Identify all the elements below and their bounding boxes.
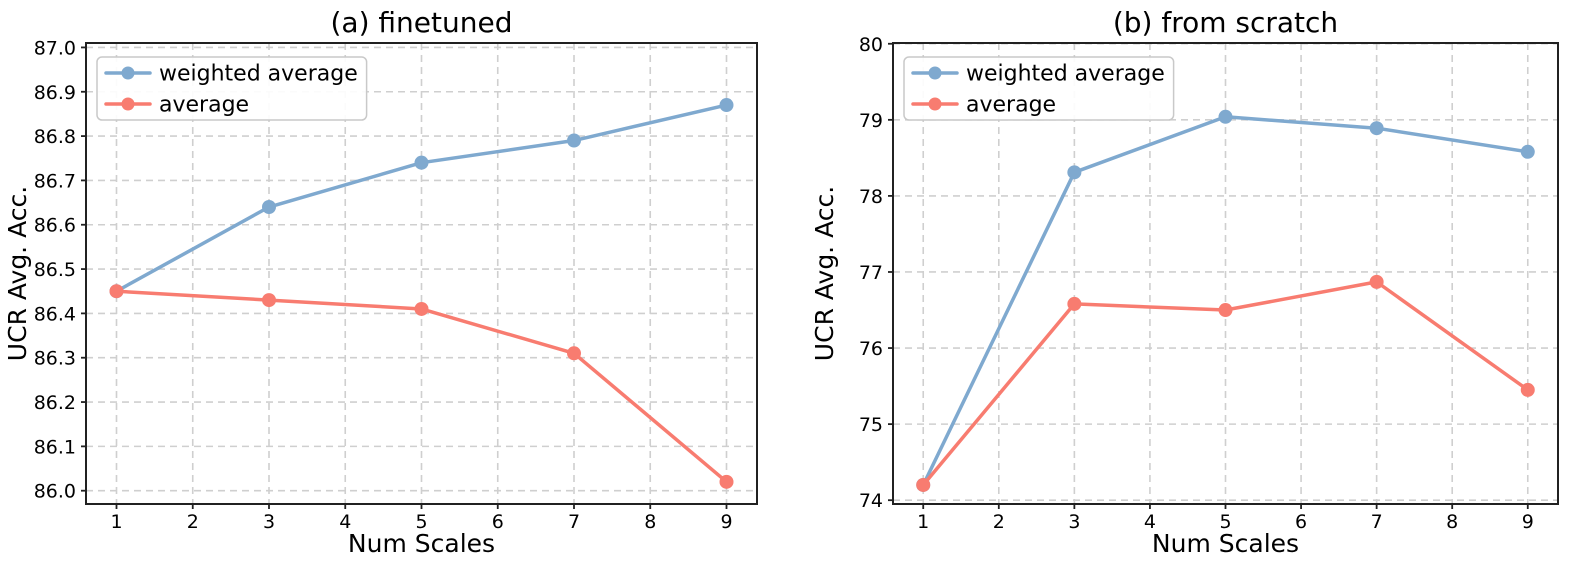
x-tick-label: 3 <box>1068 511 1080 533</box>
y-tick-label: 78 <box>859 186 883 208</box>
y-tick-label: 80 <box>859 34 883 56</box>
legend-sample-marker <box>928 97 942 111</box>
chart-a-canvas: 1 2 3 4 5 6 7 8 9 86.0 86.1 86.2 86.3 86.4 86.5 86.6 86.… <box>3 6 758 558</box>
data-point-weighted-average-a-x3 <box>262 200 276 215</box>
chart-panel-from-scratch: 1 2 3 4 5 6 7 8 9 74 75 76 77 78 79 80 (b) from scratch N… <box>789 0 1578 570</box>
legend-box <box>96 56 368 121</box>
data-point-average-b-x9 <box>1520 382 1535 397</box>
chart-panel-finetuned: 1 2 3 4 5 6 7 8 9 86.0 86.1 86.2 86.3 86.4 86.5 86.6 86.… <box>3 6 758 558</box>
x-tick-label: 5 <box>1219 511 1231 533</box>
x-tick-label: 2 <box>993 511 1005 533</box>
legend-b: weighted average average <box>903 56 1175 121</box>
y-tick-label: 87.0 <box>34 37 76 59</box>
chart-title-a: (a) finetuned <box>331 6 513 39</box>
y-tick-label: 86.1 <box>34 436 76 458</box>
data-point-weighted-average-b-x7 <box>1369 121 1384 136</box>
y-tick-label: 86.4 <box>34 303 76 325</box>
x-tick-label: 4 <box>339 511 351 533</box>
legend-label-weighted-average: weighted average <box>159 62 358 87</box>
data-point-average-b-x3 <box>1067 296 1082 311</box>
data-point-average-b-x7 <box>1369 274 1384 289</box>
ticks-a: 1 2 3 4 5 6 7 8 9 86.0 86.1 86.2 86.3 86.4 86.5 86.6 86.… <box>34 37 733 533</box>
x-tick-label: 7 <box>1371 511 1383 533</box>
y-axis-label-a: UCR Avg. Acc. <box>3 186 32 361</box>
x-axis-label-b: Num Scales <box>1152 529 1299 558</box>
legend-label-average: average <box>159 93 249 118</box>
y-tick-label: 86.3 <box>34 348 76 370</box>
legend-box <box>903 56 1175 121</box>
legend-sample-marker <box>121 97 135 111</box>
x-tick-label: 7 <box>568 511 580 533</box>
legend-a: weighted average average <box>96 56 368 121</box>
y-tick-label: 86.8 <box>34 126 76 148</box>
x-tick-label: 8 <box>644 511 656 533</box>
data-point-average-a-x3 <box>262 293 276 308</box>
data-point-weighted-average-a-x5 <box>414 155 429 170</box>
data-point-weighted-average-b-x5 <box>1218 109 1233 124</box>
data-point-weighted-average-a-x7 <box>567 133 581 148</box>
data-point-average-a-x5 <box>414 301 429 316</box>
x-tick-label: 9 <box>1522 511 1534 533</box>
data-point-average-b-x1 <box>916 477 931 492</box>
x-tick-label: 9 <box>720 511 732 533</box>
chart-title-b: (b) from scratch <box>1113 6 1338 39</box>
legend-label-weighted-average: weighted average <box>966 62 1165 87</box>
data-point-weighted-average-b-x9 <box>1520 144 1535 159</box>
data-point-weighted-average-b-x3 <box>1067 165 1082 180</box>
data-point-average-a-x1 <box>109 284 124 299</box>
x-tick-label: 8 <box>1446 511 1458 533</box>
y-tick-label: 77 <box>859 262 883 284</box>
y-tick-label: 86.5 <box>34 259 76 281</box>
y-tick-label: 86.0 <box>34 481 76 503</box>
y-tick-label: 74 <box>859 490 883 512</box>
legend-sample-marker <box>121 66 135 80</box>
legend-sample-marker <box>928 66 942 80</box>
y-tick-label: 86.2 <box>34 392 76 414</box>
x-tick-label: 2 <box>187 511 199 533</box>
data-point-average-a-x9 <box>719 474 734 489</box>
x-tick-label: 4 <box>1144 511 1156 533</box>
x-tick-label: 5 <box>415 511 427 533</box>
y-tick-label: 86.7 <box>34 170 76 192</box>
y-tick-label: 79 <box>859 110 883 132</box>
x-tick-label: 3 <box>263 511 275 533</box>
y-axis-label-b: UCR Avg. Acc. <box>810 186 839 361</box>
x-tick-label: 6 <box>1295 511 1307 533</box>
y-tick-label: 76 <box>859 338 883 360</box>
data-point-average-b-x5 <box>1218 303 1233 318</box>
x-tick-label: 1 <box>110 511 122 533</box>
x-tick-label: 1 <box>917 511 929 533</box>
data-point-average-a-x7 <box>567 346 581 361</box>
data-point-weighted-average-a-x9 <box>719 98 734 113</box>
legend-label-average: average <box>966 93 1056 118</box>
y-tick-label: 75 <box>859 414 883 436</box>
y-tick-label: 86.9 <box>34 82 76 104</box>
x-axis-label-a: Num Scales <box>348 529 495 558</box>
x-tick-label: 6 <box>492 511 504 533</box>
y-tick-label: 86.6 <box>34 215 76 237</box>
